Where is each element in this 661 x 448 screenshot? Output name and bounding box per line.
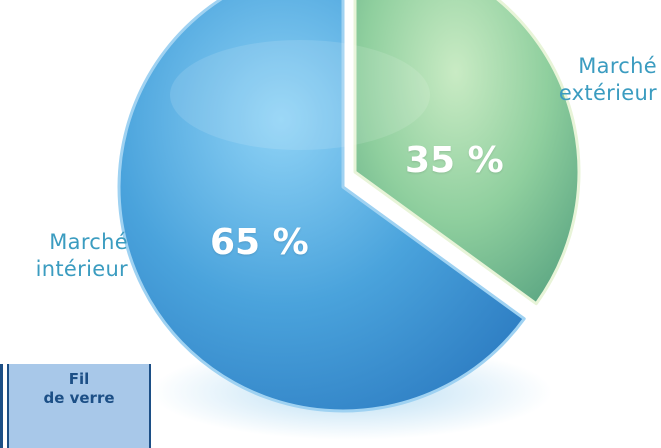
- pie-slice-marche-exterieur: [353, 0, 581, 306]
- table-header-fil-de-verre: Fil de verre: [0, 364, 151, 448]
- pie-gloss: [170, 40, 430, 150]
- slice-label-marche-exterieur: Marché extérieur: [558, 54, 657, 105]
- table-header-label: Fil de verre: [43, 370, 115, 407]
- slice-label-marche-interieur: Marché intérieur: [35, 230, 128, 281]
- slice-value-marche-interieur: 65 %: [210, 222, 309, 263]
- slice-value-marche-exterieur: 35 %: [405, 140, 504, 181]
- table-left-border: [0, 364, 3, 448]
- table-header-cell: [7, 364, 151, 448]
- pie-slice-marche-interieur: [117, 0, 526, 413]
